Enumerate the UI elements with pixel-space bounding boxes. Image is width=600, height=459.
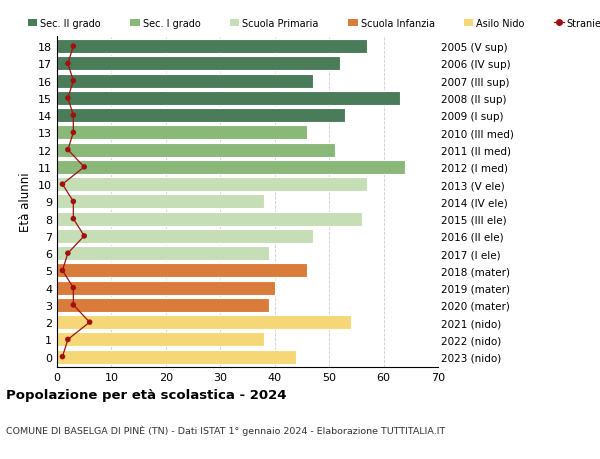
Bar — [57, 230, 313, 243]
Bar — [57, 161, 406, 174]
Point — [68, 198, 78, 206]
Point — [68, 215, 78, 223]
Point — [68, 78, 78, 85]
Point — [58, 267, 67, 274]
Point — [68, 112, 78, 120]
Point — [63, 61, 73, 68]
Bar — [57, 212, 362, 226]
Bar — [57, 315, 351, 330]
Y-axis label: Anni di nascita: Anni di nascita — [598, 158, 600, 246]
Bar — [57, 333, 264, 347]
Text: Popolazione per età scolastica - 2024: Popolazione per età scolastica - 2024 — [6, 388, 287, 401]
Bar — [57, 57, 340, 71]
Bar — [57, 126, 307, 140]
Point — [63, 250, 73, 257]
Bar — [57, 40, 367, 54]
Text: COMUNE DI BASELGA DI PINÈ (TN) - Dati ISTAT 1° gennaio 2024 - Elaborazione TUTTI: COMUNE DI BASELGA DI PINÈ (TN) - Dati IS… — [6, 425, 445, 435]
Legend: Sec. II grado, Sec. I grado, Scuola Primaria, Scuola Infanzia, Asilo Nido, Stran: Sec. II grado, Sec. I grado, Scuola Prim… — [28, 18, 600, 28]
Point — [63, 95, 73, 102]
Bar — [57, 92, 400, 106]
Point — [68, 129, 78, 137]
Bar — [57, 143, 335, 157]
Point — [58, 353, 67, 361]
Point — [79, 164, 89, 171]
Point — [68, 44, 78, 51]
Y-axis label: Età alunni: Età alunni — [19, 172, 32, 232]
Bar — [57, 74, 313, 89]
Bar — [57, 281, 275, 295]
Bar — [57, 350, 296, 364]
Point — [63, 336, 73, 343]
Bar — [57, 246, 269, 261]
Point — [63, 147, 73, 154]
Point — [68, 302, 78, 309]
Bar — [57, 298, 269, 312]
Bar — [57, 195, 264, 209]
Point — [68, 284, 78, 292]
Point — [79, 233, 89, 240]
Point — [58, 181, 67, 188]
Point — [85, 319, 94, 326]
Bar — [57, 178, 367, 192]
Bar — [57, 109, 346, 123]
Bar — [57, 264, 307, 278]
